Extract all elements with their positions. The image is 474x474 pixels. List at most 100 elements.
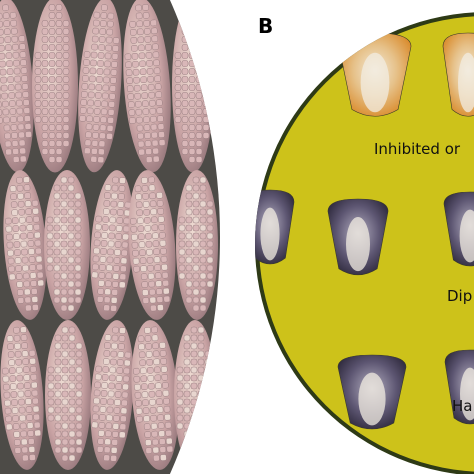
cob-kernel	[67, 224, 75, 232]
cob-kernel	[60, 256, 68, 264]
cob-kernel	[183, 366, 191, 374]
cob-kernel	[22, 99, 30, 106]
cob-kernel	[131, 44, 138, 52]
cob-kernel	[121, 399, 128, 407]
cob-kernel	[199, 256, 207, 264]
cob-kernel	[206, 240, 214, 248]
cob-kernel	[163, 295, 171, 303]
cob-kernel	[181, 92, 189, 99]
cob-kernel	[138, 343, 145, 351]
cob-kernel	[55, 92, 63, 99]
cob-kernel	[195, 124, 203, 131]
cob-kernel	[25, 216, 33, 223]
cob-kernel	[181, 84, 189, 91]
cob-kernel	[141, 281, 149, 288]
cob-kernel	[21, 83, 29, 90]
cob-kernel	[3, 391, 11, 399]
cob-kernel	[23, 280, 31, 288]
corn-cob	[0, 0, 34, 173]
cob-kernel	[32, 397, 39, 405]
cob-kernel	[7, 76, 14, 83]
cob-kernel	[67, 232, 75, 240]
cob-kernel	[181, 52, 189, 59]
cob-kernel	[151, 131, 158, 139]
cob-kernel	[95, 215, 103, 223]
cob-kernel	[144, 140, 152, 147]
cob-kernel	[12, 415, 19, 422]
cob-kernel	[148, 91, 156, 99]
cob-kernel	[125, 61, 132, 69]
cob-kernel	[119, 327, 126, 334]
kernel-embryo	[458, 52, 474, 113]
cob-kernel	[74, 224, 82, 232]
cob-kernel	[20, 334, 28, 342]
cob-kernel	[141, 92, 149, 100]
corn-cob	[32, 0, 78, 173]
cob-kernel	[61, 438, 69, 446]
cob-kernel	[24, 390, 32, 397]
cob-kernel	[48, 84, 56, 91]
cob-kernel	[131, 233, 138, 241]
cob-kernel	[202, 116, 210, 123]
corn-cob	[123, 0, 171, 173]
cob-kernel	[91, 421, 99, 429]
cob-kernel	[162, 389, 170, 397]
kernel-embryo	[360, 52, 390, 113]
cob-kernel	[10, 116, 17, 123]
cob-kernel	[62, 28, 70, 35]
cob-kernel	[11, 399, 18, 406]
cob-kernel	[13, 67, 21, 75]
cob-kernel	[62, 100, 70, 107]
cob-kernel	[157, 422, 165, 429]
cob-kernel	[150, 27, 158, 35]
cob-kernel	[28, 248, 35, 255]
cob-kernel	[110, 77, 117, 84]
cob-kernel	[152, 51, 160, 59]
cob-kernel	[126, 77, 133, 85]
cob-kernel	[106, 264, 113, 272]
cob-kernel	[152, 232, 159, 240]
cob-kernel	[16, 176, 23, 184]
cob-kernel	[157, 414, 164, 421]
cob-kernel	[16, 184, 24, 192]
cob-kernel	[150, 304, 157, 312]
cob-kernel	[185, 232, 193, 240]
cob-kernel	[24, 192, 31, 200]
cob-kernel	[48, 76, 56, 83]
cob-kernel	[24, 382, 31, 389]
cob-kernel	[48, 20, 56, 27]
cob-kernel	[18, 216, 26, 224]
cob-kernel	[122, 233, 129, 241]
cob-kernel	[130, 225, 138, 233]
cob-kernel	[155, 288, 163, 295]
cob-kernel	[116, 209, 124, 216]
cob-kernel	[113, 407, 121, 414]
cob-kernel	[6, 241, 14, 249]
cob-kernel	[158, 438, 166, 445]
cob-kernel	[106, 256, 114, 264]
cob-kernel	[153, 67, 161, 75]
cob-kernel	[18, 131, 25, 139]
cob-kernel	[8, 273, 16, 281]
cob-kernel	[190, 390, 198, 398]
cob-kernel	[136, 20, 144, 28]
cob-kernel	[105, 36, 113, 44]
cob-kernel	[47, 406, 55, 414]
cob-kernel	[60, 280, 68, 288]
cob-kernel	[199, 224, 207, 232]
cob-kernel	[9, 108, 17, 115]
cob-kernel	[103, 358, 110, 365]
cob-kernel	[190, 406, 198, 414]
cob-kernel	[192, 304, 200, 312]
cob-kernel	[112, 273, 120, 280]
corn-cob	[45, 320, 91, 470]
cob-kernel	[20, 430, 28, 438]
cob-kernel	[123, 367, 131, 375]
cob-kernel	[27, 232, 34, 239]
cob-kernel	[94, 223, 102, 231]
cob-kernel	[154, 374, 162, 382]
cob-kernel	[149, 107, 157, 115]
cob-kernel	[21, 248, 28, 256]
cob-kernel	[185, 264, 193, 272]
cob-kernel	[192, 184, 200, 192]
